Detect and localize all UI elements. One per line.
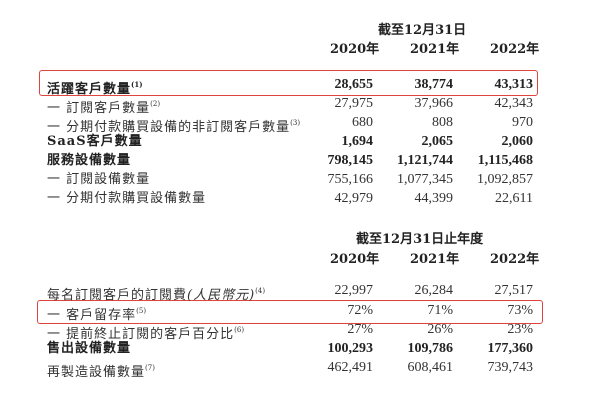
row-label-text: SaaS客戶數量 [47, 134, 143, 149]
table-row: 售出設備數量 100,293 109,786 177,360 [0, 340, 600, 358]
value-cell: 71% [427, 303, 453, 318]
value-cell: 27% [347, 322, 373, 337]
value-cell: 680 [352, 115, 373, 130]
row-label: 一 提前終止訂閱的客戶百分比(6) [47, 321, 244, 344]
value-cell: 608,461 [407, 360, 454, 375]
year-header-2021: 2021年 [410, 42, 460, 57]
value-cell: 755,166 [327, 172, 374, 187]
highlight-box-active-customers [39, 70, 538, 96]
value-cell: 177,360 [487, 341, 534, 356]
value-cell: 808 [432, 115, 453, 130]
row-label: 活躍客戶數量(1) [47, 76, 143, 99]
table-row: 活躍客戶數量(1) 28,655 38,774 43,313 [0, 76, 600, 97]
footnote-ref: (2) [150, 100, 161, 108]
value-cell: 2,060 [501, 134, 534, 149]
value-cell: 798,145 [327, 153, 374, 168]
row-label-text: 售出設備數量 [47, 341, 132, 356]
row-label: 一 分期付款購買設備數量 [47, 190, 206, 208]
row-label-text: 一 提前終止訂閱的客戶百分比 [47, 327, 235, 342]
footnote-ref: (6) [234, 326, 245, 334]
value-cell: 26% [427, 322, 453, 337]
value-cell: 27,975 [334, 96, 374, 111]
value-cell: 22,997 [334, 283, 374, 298]
year-header-2020: 2020年 [330, 42, 380, 57]
footnote-ref: (4) [255, 287, 266, 295]
value-cell: 42,979 [334, 191, 374, 206]
table-row: 一 分期付款購買設備數量 42,979 44,399 22,611 [0, 190, 600, 208]
footnote-ref: (3) [290, 119, 301, 127]
table-row: 每名訂閱客戶的訂閱費(人民幣元)(4) 22,997 26,284 27,517 [0, 282, 600, 303]
row-label-text: 活躍客戶數量 [47, 82, 132, 97]
value-cell: 100,293 [327, 341, 374, 356]
row-label: 服務設備數量 [47, 152, 131, 170]
value-cell: 739,743 [487, 360, 534, 375]
table-row: 一 分期付款購買設備的非訂閱客戶數量(3) 680 808 970 [0, 114, 600, 135]
value-cell: 1,115,468 [477, 153, 533, 168]
row-label: 一 分期付款購買設備的非訂閱客戶數量(3) [47, 114, 300, 137]
value-cell: 27,517 [494, 283, 534, 298]
year-header-2022: 2022年 [490, 252, 540, 267]
period-header: 截至12月31日 [378, 23, 467, 38]
year-header-2021: 2021年 [410, 252, 460, 267]
row-label: 一 訂閱客戶數量(2) [47, 95, 160, 118]
table-row: 一 訂閱設備數量 755,166 1,077,345 1,092,857 [0, 171, 600, 189]
table-row: 一 客戶留存率(5) 72% 71% 73% [0, 302, 600, 323]
row-label: 每名訂閱客戶的訂閱費(人民幣元)(4) [47, 282, 265, 305]
table-row: 一 提前終止訂閱的客戶百分比(6) 27% 26% 23% [0, 321, 600, 342]
row-label: 售出設備數量 [47, 340, 131, 358]
value-cell: 1,121,744 [397, 153, 453, 168]
value-cell: 970 [512, 115, 533, 130]
row-label: 一 訂閱設備數量 [47, 171, 150, 189]
row-label-text: 每名訂閱客戶的訂閱費 [47, 288, 188, 303]
value-cell: 2,065 [421, 134, 454, 149]
value-cell: 1,694 [341, 134, 374, 149]
row-label-text: 一 分期付款購買設備數量 [47, 191, 207, 206]
row-label-text: 一 分期付款購買設備的非訂閱客戶數量 [47, 120, 291, 135]
footnote-ref: (7) [145, 364, 155, 372]
value-cell: 42,343 [494, 96, 534, 111]
value-cell: 72% [347, 303, 373, 318]
year-header-2022: 2022年 [490, 42, 540, 57]
footnote-ref: (5) [136, 307, 147, 315]
row-label-text: 一 訂閱客戶數量 [47, 101, 151, 116]
table-row: 一 訂閱客戶數量(2) 27,975 37,966 42,343 [0, 95, 600, 116]
value-cell: 43,313 [494, 77, 534, 92]
value-cell: 23% [507, 322, 533, 337]
value-cell: 73% [507, 303, 533, 318]
row-label-text: 再製造設備數量 [47, 365, 146, 380]
table-row: 再製造設備數量(7) 462,491 608,461 739,743 [0, 359, 600, 380]
table-row: 服務設備數量 798,145 1,121,744 1,115,468 [0, 152, 600, 170]
value-cell: 28,655 [334, 77, 374, 92]
row-label: 一 客戶留存率(5) [47, 302, 146, 325]
value-cell: 1,092,857 [477, 172, 533, 187]
value-cell: 109,786 [407, 341, 454, 356]
year-header-2020: 2020年 [330, 252, 380, 267]
row-label-text: 服務設備數量 [47, 153, 132, 168]
unit-label: (人民幣元) [187, 288, 256, 303]
value-cell: 1,077,345 [397, 172, 453, 187]
value-cell: 22,611 [495, 191, 533, 206]
highlight-box-retention-rate [37, 300, 543, 324]
row-label-text: 一 客戶留存率 [47, 308, 137, 323]
value-cell: 26,284 [414, 283, 454, 298]
value-cell: 44,399 [414, 191, 454, 206]
value-cell: 462,491 [327, 360, 374, 375]
row-label: 再製造設備數量(7) [47, 359, 155, 382]
period-header: 截至12月31日止年度 [356, 232, 484, 247]
value-cell: 37,966 [414, 96, 454, 111]
table-row: SaaS客戶數量 1,694 2,065 2,060 [0, 133, 600, 151]
row-label: SaaS客戶數量 [47, 133, 143, 151]
row-label-text: 一 訂閱設備數量 [47, 172, 151, 187]
footnote-ref: (1) [131, 80, 143, 89]
value-cell: 38,774 [414, 77, 454, 92]
